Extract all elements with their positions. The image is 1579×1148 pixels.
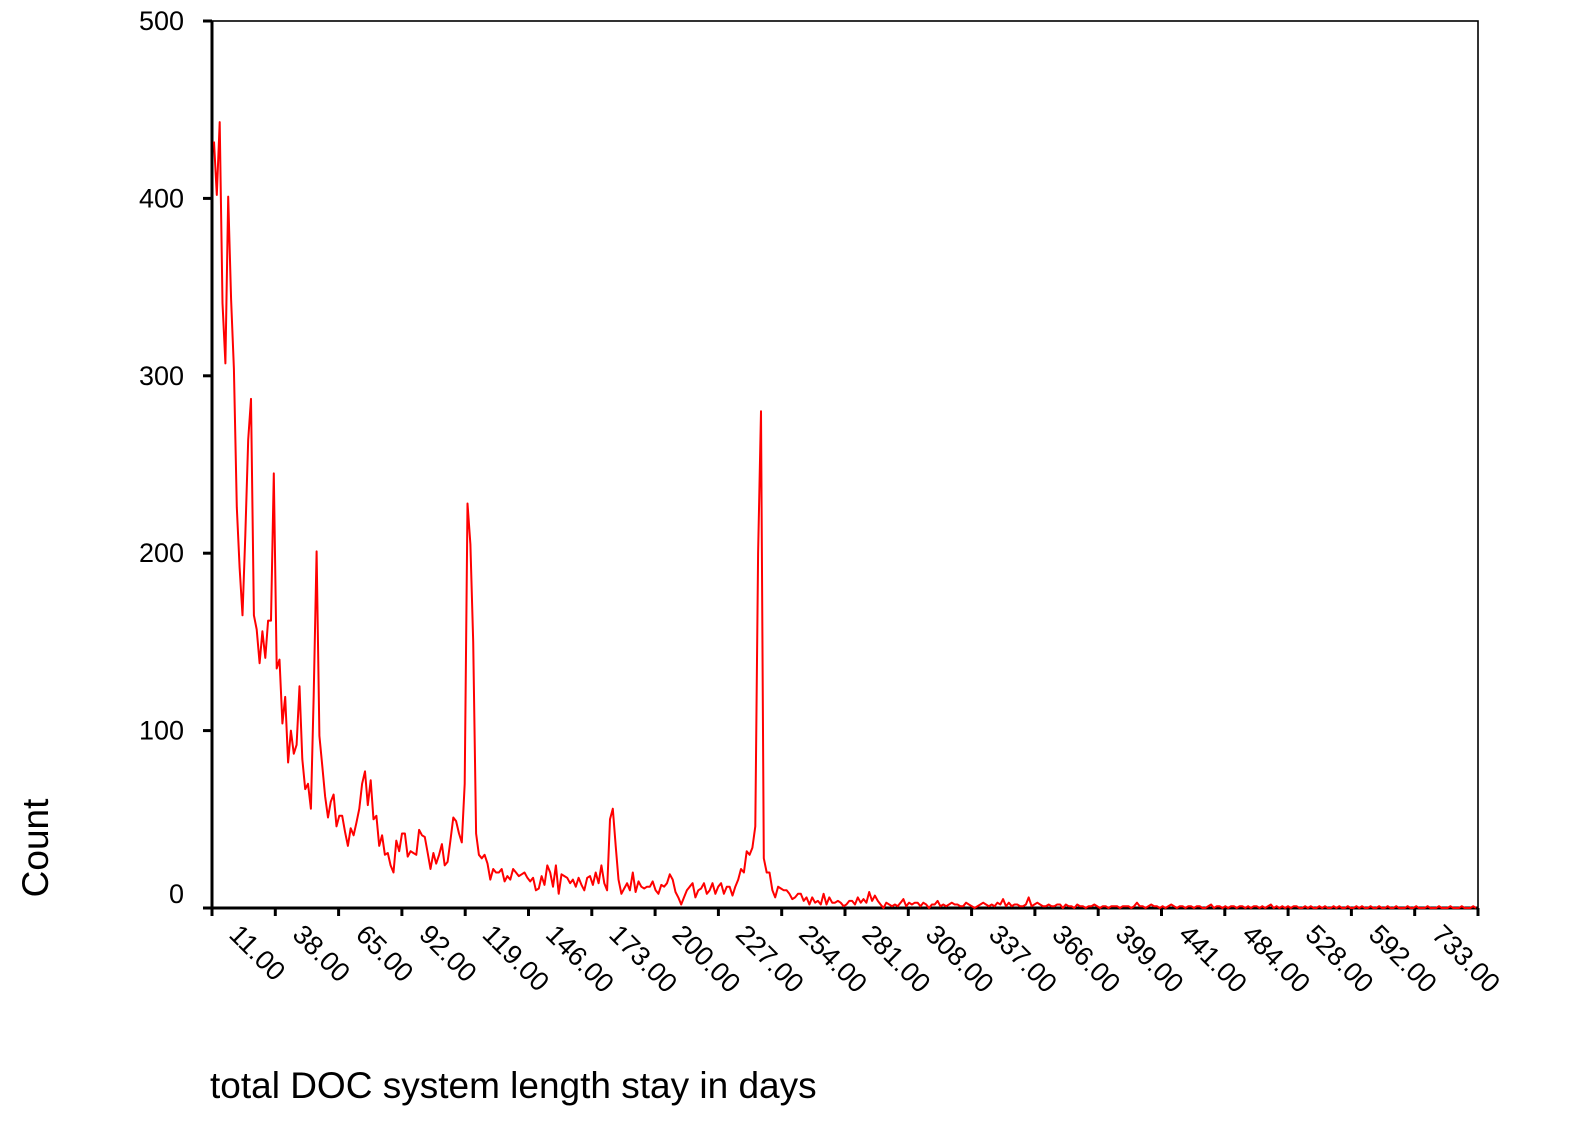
y-tick-label: 300 [139, 361, 184, 391]
x-tick-label: 38.00 [287, 919, 356, 988]
x-tick-label: 308.00 [920, 919, 1000, 999]
y-tick-label: 0 [169, 879, 184, 909]
x-tick-label: 733.00 [1426, 919, 1506, 999]
x-tick-label: 65.00 [350, 919, 419, 988]
x-axis-ticks: 11.0038.0065.0092.00119.00146.00173.0020… [210, 908, 1506, 999]
y-axis-title: Count [15, 798, 56, 897]
plot-frame [211, 20, 1479, 909]
y-tick-label: 400 [139, 183, 184, 213]
x-tick-label: 528.00 [1300, 919, 1380, 999]
x-tick-label: 399.00 [1110, 919, 1190, 999]
x-tick-label: 227.00 [730, 919, 810, 999]
x-tick-label: 92.00 [413, 919, 482, 988]
x-tick-label: 200.00 [667, 919, 747, 999]
y-tick-label: 100 [139, 716, 184, 746]
x-axis-title: total DOC system length stay in days [210, 1065, 817, 1106]
x-tick-label: 441.00 [1173, 919, 1253, 999]
x-tick-label: 254.00 [793, 919, 873, 999]
x-tick-label: 337.00 [983, 919, 1063, 999]
y-axis-ticks: 0 100 200 300 400 500 [139, 6, 212, 910]
x-tick-label: 592.00 [1363, 919, 1443, 999]
x-tick-label: 366.00 [1046, 919, 1126, 999]
y-tick-label: 500 [139, 6, 184, 36]
x-tick-label: 281.00 [857, 919, 937, 999]
x-tick-label: 484.00 [1236, 919, 1316, 999]
x-tick-label: 146.00 [540, 919, 620, 999]
x-tick-label: 119.00 [477, 919, 555, 997]
x-tick-label: 173.00 [603, 919, 683, 999]
series-line [213, 121, 1477, 909]
x-tick-label: 11.00 [224, 919, 292, 987]
y-tick-label: 200 [139, 538, 184, 568]
